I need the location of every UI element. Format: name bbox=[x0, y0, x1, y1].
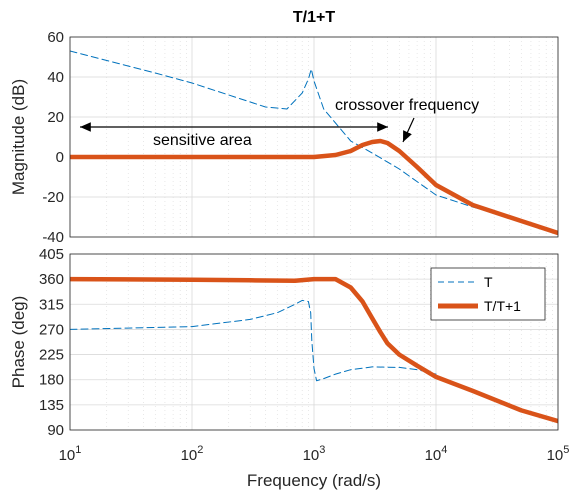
magnitude-ylabel: Magnitude (dB) bbox=[9, 79, 28, 195]
ph-ytick-label: 270 bbox=[39, 321, 64, 338]
ph-ytick-label: 135 bbox=[39, 397, 64, 414]
xtick-label: 103 bbox=[303, 444, 326, 464]
mag-ytick-label: 0 bbox=[56, 149, 64, 166]
ph-ytick-label: 90 bbox=[47, 422, 64, 439]
ph-ytick-label: 315 bbox=[39, 296, 64, 313]
mag-series-closed-loop bbox=[70, 138, 558, 236]
phase-ylabel: Phase (deg) bbox=[9, 296, 28, 389]
mag-ytick-label: -20 bbox=[42, 189, 64, 206]
legend-label-closed-loop: T/T+1 bbox=[484, 298, 521, 314]
xtick-label: 104 bbox=[425, 444, 448, 464]
sensitive-area-label: sensitive area bbox=[153, 132, 252, 149]
crossover-frequency-label: crossover frequency bbox=[335, 97, 479, 114]
xtick-label: 105 bbox=[547, 444, 570, 464]
ph-ytick-label: 405 bbox=[39, 246, 64, 263]
ph-series-closed-loop bbox=[70, 276, 558, 424]
mag-series-T bbox=[70, 50, 558, 234]
mag-ytick-label: 60 bbox=[47, 29, 64, 46]
ph-ytick-label: 225 bbox=[39, 347, 64, 364]
mag-ytick-label: -40 bbox=[42, 229, 64, 246]
chart-title: T/1+T bbox=[293, 9, 335, 26]
xtick-label: 101 bbox=[59, 444, 82, 464]
mag-ytick-label: 40 bbox=[47, 69, 64, 86]
legend: T T/T+1 bbox=[430, 267, 546, 321]
ph-series-T bbox=[70, 299, 437, 382]
magnitude-panel: 60 40 20 0 -20 -40 Magnitude (dB) bbox=[9, 29, 559, 246]
xtick-label: 102 bbox=[181, 444, 204, 464]
ph-ytick-label: 360 bbox=[39, 271, 64, 288]
mag-ytick-label: 20 bbox=[47, 109, 64, 126]
crossover-arrow bbox=[402, 117, 415, 143]
xlabel: Frequency (rad/s) bbox=[247, 471, 381, 490]
phase-panel: 405 360 315 270 225 180 135 90 Phase (deg) 101 1… bbox=[9, 246, 569, 464]
ph-ytick-label: 180 bbox=[39, 372, 64, 389]
legend-label-T: T bbox=[484, 274, 493, 290]
